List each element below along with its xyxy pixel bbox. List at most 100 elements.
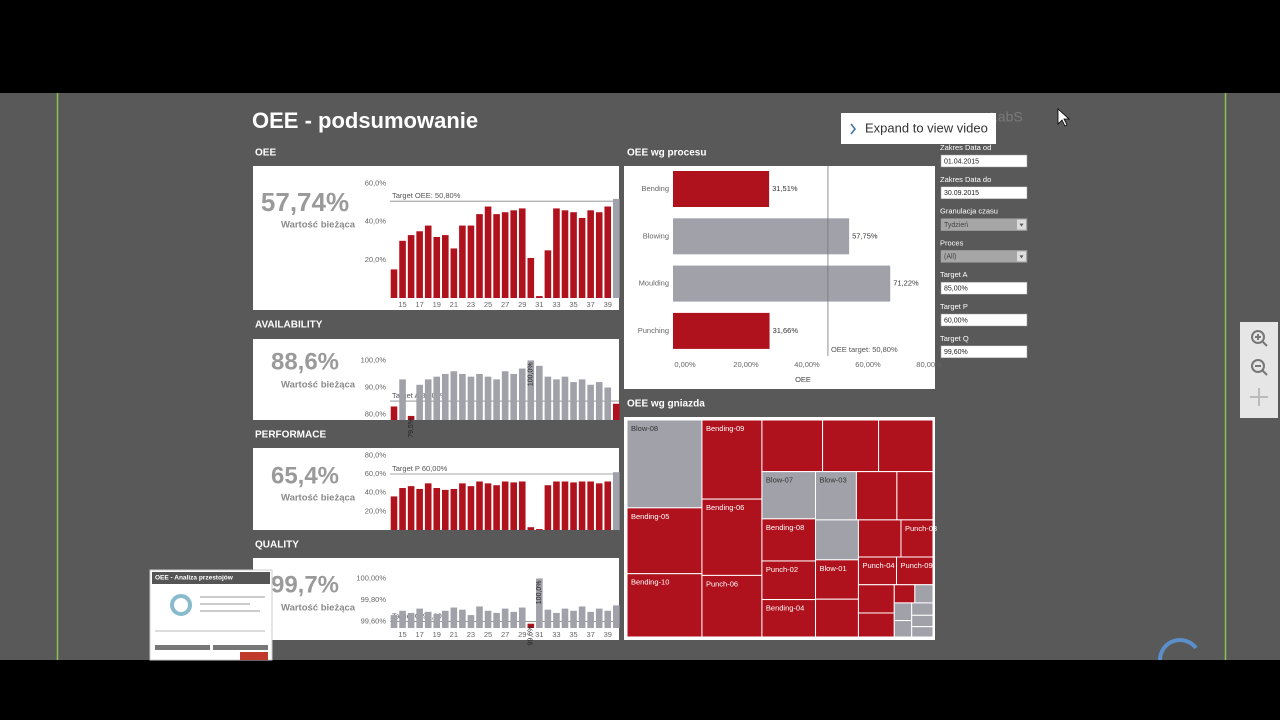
treemap-cell[interactable] <box>701 574 763 638</box>
thumbnail[interactable]: OEE - Analiza przestojów <box>149 569 273 661</box>
bar <box>424 225 432 298</box>
treemap-cell[interactable] <box>857 584 895 614</box>
zoom-out[interactable] <box>1251 359 1268 376</box>
corner-logo <box>1158 638 1198 661</box>
treemap-cell[interactable] <box>896 471 934 521</box>
cell-label: Punch-09 <box>901 561 933 570</box>
bar <box>570 382 577 420</box>
treemap-cell[interactable] <box>626 573 703 638</box>
bar <box>578 481 586 530</box>
x-tick-label: 39 <box>604 630 612 639</box>
bar <box>673 265 891 302</box>
filter-input[interactable] <box>940 313 1028 327</box>
y-tick-label: 100,00% <box>356 573 386 582</box>
treemap-cell[interactable] <box>761 560 817 601</box>
bar <box>450 607 458 628</box>
filter-input[interactable] <box>940 345 1028 359</box>
x-tick-label: 33 <box>552 630 560 639</box>
y-tick-label: 100,0% <box>361 355 387 364</box>
treemap-cell[interactable] <box>914 584 934 604</box>
bar <box>578 379 586 420</box>
treemap-cell[interactable] <box>893 584 916 604</box>
y-tick-label: 90,0% <box>365 382 387 391</box>
bar <box>536 296 543 298</box>
cursor <box>1057 108 1071 127</box>
bar <box>536 529 543 530</box>
pan[interactable] <box>1250 388 1268 406</box>
bar <box>570 212 577 298</box>
bar <box>613 472 620 530</box>
category-label: Bending <box>641 184 669 193</box>
filter-input[interactable] <box>940 154 1028 168</box>
treemap-cell[interactable] <box>911 626 934 638</box>
bar <box>442 610 449 628</box>
value-label: 79,5% <box>408 418 415 438</box>
section-title: PERFORMACE <box>255 430 326 441</box>
x-tick-label: 17 <box>415 630 423 639</box>
treemap-cell[interactable] <box>701 498 763 576</box>
treemap-cell[interactable] <box>893 620 913 638</box>
bar <box>613 403 620 420</box>
bar <box>595 608 603 628</box>
filter-input[interactable] <box>940 281 1028 295</box>
cell-label: Punch-02 <box>766 565 798 574</box>
bar <box>407 415 415 420</box>
treemap-cell[interactable] <box>626 419 703 509</box>
bar <box>544 609 552 628</box>
bar <box>433 614 441 628</box>
bar <box>467 486 475 530</box>
x-tick-label: 39 <box>604 300 612 309</box>
filter-input[interactable] <box>940 218 1028 231</box>
kpi-caption: Wartość bieżąca <box>281 493 356 504</box>
bar <box>561 210 569 298</box>
treemap-cell[interactable] <box>878 419 934 473</box>
bar <box>407 486 415 530</box>
expand-popup[interactable]: Expand to view video <box>841 113 996 144</box>
bar <box>390 496 398 530</box>
treemap-cell[interactable] <box>855 471 898 521</box>
x-tick-label: 19 <box>433 630 441 639</box>
treemap-cell[interactable] <box>857 556 898 586</box>
treemap-cell[interactable] <box>815 598 859 638</box>
treemap-cell[interactable] <box>893 602 913 622</box>
filter-value: (All) <box>944 254 956 261</box>
bar <box>518 481 526 530</box>
treemap-cell[interactable] <box>822 419 880 473</box>
treemap-cell[interactable] <box>857 612 895 638</box>
treemap-cell[interactable] <box>857 519 902 558</box>
thumbnail-line <box>200 603 250 605</box>
bar <box>518 368 526 420</box>
treemap-cell[interactable] <box>900 519 934 558</box>
kpi-caption: Wartość bieżąca <box>281 220 356 231</box>
thumbnail-line <box>200 610 260 612</box>
treemap-cell[interactable] <box>626 507 703 575</box>
logo: LabS <box>990 109 1023 125</box>
bar <box>476 373 483 420</box>
treemap-cell[interactable] <box>815 519 859 561</box>
cell-label: Punch-06 <box>706 579 738 588</box>
zoom-in[interactable] <box>1251 330 1268 347</box>
bar <box>604 610 612 628</box>
filter-label: Target Q <box>940 334 969 343</box>
section-title: OEE wg gniazda <box>627 399 705 410</box>
x-tick-label: 23 <box>467 300 475 309</box>
filter-input[interactable] <box>940 186 1028 200</box>
x-tick-label: 40,00% <box>794 360 820 369</box>
overlay: OEE - Analiza przestojów Expand to view … <box>149 108 1071 661</box>
x-tick-label: 35 <box>569 630 577 639</box>
treemap-cell[interactable] <box>761 599 817 638</box>
bar <box>459 373 466 420</box>
bar <box>476 606 483 628</box>
x-tick-label: 17 <box>415 300 423 309</box>
bar <box>450 488 458 530</box>
treemap-cell[interactable] <box>911 614 934 628</box>
filter-input[interactable] <box>940 250 1028 263</box>
filter-value: 85,00% <box>944 286 968 293</box>
bar <box>604 387 612 420</box>
bar <box>510 611 517 628</box>
treemap-cell[interactable] <box>761 471 817 520</box>
bar <box>518 208 526 298</box>
treemap-cell[interactable] <box>911 602 934 616</box>
treemap-cell[interactable] <box>761 419 824 473</box>
y-tick-label: 40,0% <box>365 488 387 497</box>
